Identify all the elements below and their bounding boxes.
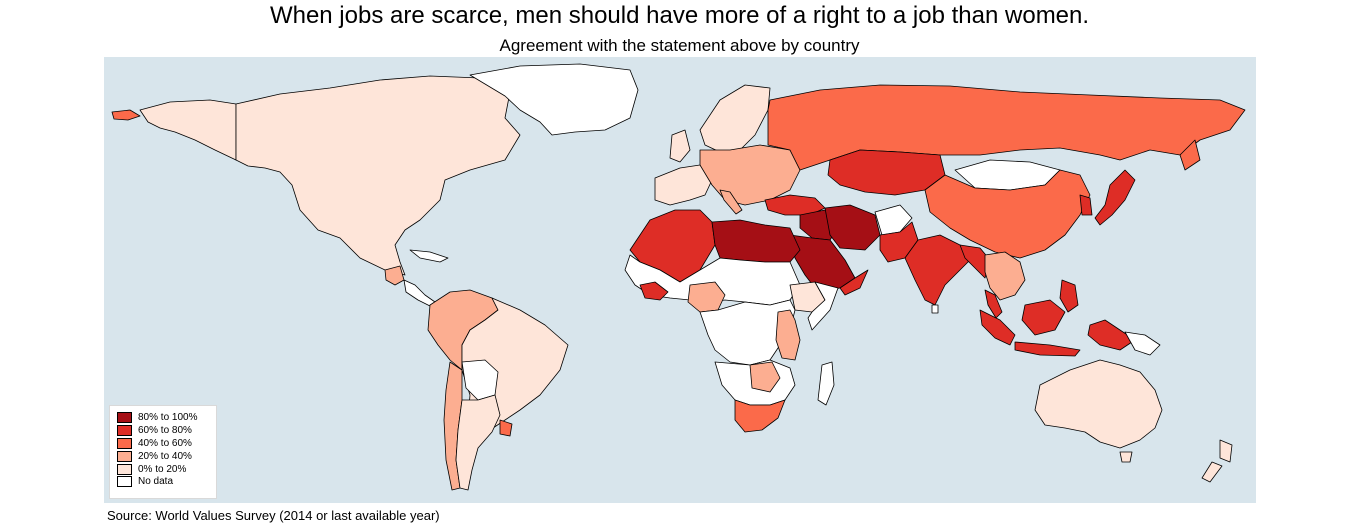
region-scandinavia [699,84,771,153]
region-spain-france [654,164,713,206]
legend-swatch-80-100 [117,411,132,423]
region-kamchatka [1179,139,1201,171]
region-greenland [469,63,639,136]
region-guatemala [384,265,405,286]
region-australia [1034,359,1163,449]
region-cuba [409,249,449,263]
region-uruguay [499,419,513,437]
legend-item: 60% to 80% [117,424,216,437]
region-argentina [455,394,501,491]
legend-item: 80% to 100% [117,411,216,424]
legend-item: 0% to 20% [117,463,216,476]
region-tasmania [1119,451,1133,463]
region-east-africa [775,309,801,361]
region-italy [719,189,743,215]
legend-swatch-no-data [117,476,132,488]
legend-label: 80% to 100% [138,411,198,423]
map-subtitle: Agreement with the statement above by co… [499,36,860,55]
legend-swatch-20-40 [117,450,132,462]
region-aleutians [111,109,141,121]
world-choropleth-map [104,57,1256,503]
legend-label: 0% to 20% [138,463,187,475]
map-legend: 80% to 100% 60% to 80% 40% to 60% 20% to… [109,405,217,499]
region-yemen-oman [839,269,869,296]
region-india [904,234,976,306]
region-sri-lanka [931,304,939,314]
region-afghanistan [874,204,913,236]
region-madagascar [817,361,835,406]
region-somalia [807,281,839,331]
region-china [924,169,1091,259]
map-title: When jobs are scarce, men should have mo… [269,2,1090,29]
region-southeast-asia [984,251,1026,301]
region-iran [824,204,881,251]
legend-swatch-60-80 [117,424,132,436]
source-note: Source: World Values Survey (2014 or las… [107,508,440,523]
legend-swatch-0-20 [117,463,132,475]
region-south-africa [734,399,786,433]
region-west-coast [639,281,669,301]
legend-label: 20% to 40% [138,450,192,462]
legend-item: 20% to 40% [117,450,216,463]
region-europe [699,144,801,206]
region-bangladesh-myanmar [959,244,991,279]
legend-item: 40% to 60% [117,437,216,450]
region-philippines [1059,279,1079,313]
region-russia [767,84,1246,171]
legend-label: No data [138,476,174,488]
region-uk [669,129,691,163]
region-alaska [139,99,237,161]
legend-label: 60% to 80% [138,424,192,436]
region-zambia-zimbabwe [749,361,781,393]
region-new-zealand [1201,439,1233,483]
region-png [1124,331,1161,356]
region-indonesia-malaysia [979,299,1136,357]
legend-item: No data [117,475,216,488]
legend-label: 40% to 60% [138,437,192,449]
region-canada-usa-mexico [235,75,521,276]
legend-swatch-40-60 [117,437,132,449]
region-malay-peninsula [984,289,1003,319]
region-korea [1079,194,1093,216]
region-japan [1094,169,1136,226]
